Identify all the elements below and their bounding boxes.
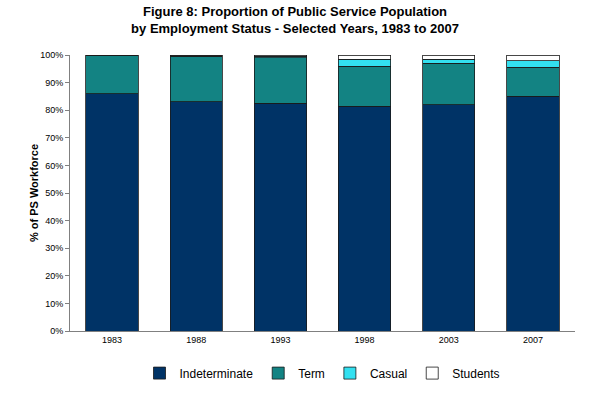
svg-text:Students: Students bbox=[452, 367, 499, 381]
svg-text:80%: 80% bbox=[45, 105, 63, 115]
svg-text:Casual: Casual bbox=[370, 367, 407, 381]
svg-text:60%: 60% bbox=[45, 161, 63, 171]
svg-text:1998: 1998 bbox=[355, 335, 375, 345]
svg-text:10%: 10% bbox=[45, 299, 63, 309]
svg-text:2007: 2007 bbox=[523, 335, 543, 345]
svg-text:1993: 1993 bbox=[270, 335, 290, 345]
svg-text:1988: 1988 bbox=[186, 335, 206, 345]
svg-text:Indeterminate: Indeterminate bbox=[180, 367, 254, 381]
svg-text:90%: 90% bbox=[45, 78, 63, 88]
svg-text:1983: 1983 bbox=[102, 335, 122, 345]
svg-text:% of PS Workforce: % of PS Workforce bbox=[28, 144, 40, 242]
svg-text:Figure 8: Proportion of Public: Figure 8: Proportion of Public Service P… bbox=[131, 4, 459, 36]
svg-text:30%: 30% bbox=[45, 243, 63, 253]
svg-text:100%: 100% bbox=[40, 50, 63, 60]
svg-text:0%: 0% bbox=[50, 326, 63, 336]
svg-text:50%: 50% bbox=[45, 188, 63, 198]
svg-text:Term: Term bbox=[298, 367, 325, 381]
svg-text:70%: 70% bbox=[45, 133, 63, 143]
svg-text:2003: 2003 bbox=[439, 335, 459, 345]
svg-text:40%: 40% bbox=[45, 216, 63, 226]
svg-text:20%: 20% bbox=[45, 271, 63, 281]
